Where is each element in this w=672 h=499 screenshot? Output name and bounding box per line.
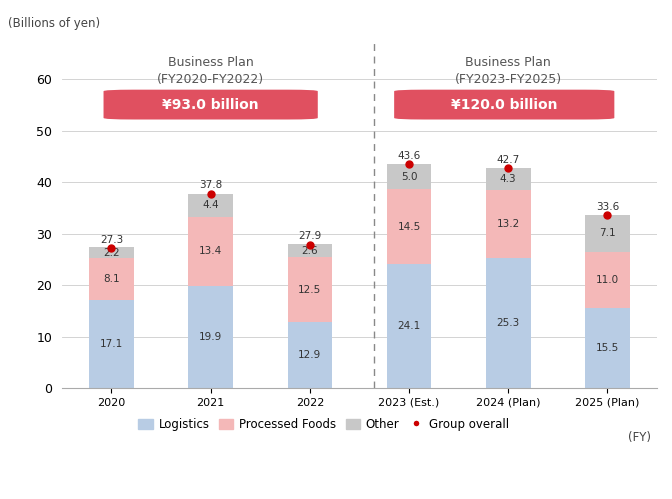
Text: Business Plan
(FY2020-FY2022): Business Plan (FY2020-FY2022) — [157, 56, 264, 86]
Text: 25.3: 25.3 — [497, 318, 520, 328]
Bar — [386, 190, 431, 264]
Bar — [89, 247, 134, 258]
Text: 19.9: 19.9 — [199, 332, 222, 342]
Legend: Logistics, Processed Foods, Other, Group overall: Logistics, Processed Foods, Other, Group… — [134, 413, 514, 436]
Bar — [585, 215, 630, 251]
Text: 33.6: 33.6 — [596, 202, 619, 212]
Text: 27.9: 27.9 — [298, 232, 321, 242]
Bar — [188, 285, 233, 388]
Text: 4.4: 4.4 — [202, 201, 219, 211]
Bar — [89, 300, 134, 388]
FancyBboxPatch shape — [394, 90, 614, 119]
Text: (FY): (FY) — [628, 431, 651, 444]
Text: 15.5: 15.5 — [596, 343, 619, 353]
Text: 24.1: 24.1 — [397, 321, 421, 331]
Text: (Billions of yen): (Billions of yen) — [8, 16, 100, 29]
Text: 13.2: 13.2 — [497, 219, 520, 229]
Bar — [288, 257, 332, 322]
Text: 27.3: 27.3 — [100, 235, 123, 245]
Bar — [486, 168, 530, 190]
Text: Business Plan
(FY2023-FY2025): Business Plan (FY2023-FY2025) — [455, 56, 562, 86]
Text: 11.0: 11.0 — [596, 275, 619, 285]
Text: 5.0: 5.0 — [401, 172, 417, 182]
Bar — [486, 258, 530, 388]
Text: ¥120.0 billion: ¥120.0 billion — [451, 98, 558, 112]
Text: 8.1: 8.1 — [103, 274, 120, 284]
Text: 7.1: 7.1 — [599, 229, 616, 239]
Bar — [288, 322, 332, 388]
Bar — [386, 264, 431, 388]
Text: 4.3: 4.3 — [500, 174, 517, 184]
Text: 42.7: 42.7 — [497, 155, 520, 165]
Bar — [486, 190, 530, 258]
Text: 13.4: 13.4 — [199, 246, 222, 256]
Bar — [386, 164, 431, 190]
Text: 17.1: 17.1 — [100, 339, 123, 349]
Text: ¥93.0 billion: ¥93.0 billion — [163, 98, 259, 112]
Text: 37.8: 37.8 — [199, 181, 222, 191]
Bar — [585, 251, 630, 308]
Text: 12.5: 12.5 — [298, 284, 321, 294]
Text: 43.6: 43.6 — [397, 151, 421, 161]
Text: 14.5: 14.5 — [397, 222, 421, 232]
Bar — [89, 258, 134, 300]
Text: 12.9: 12.9 — [298, 350, 321, 360]
FancyBboxPatch shape — [103, 90, 318, 119]
Bar — [288, 244, 332, 257]
Text: 2.6: 2.6 — [302, 246, 318, 255]
Bar — [188, 194, 233, 217]
Bar — [585, 308, 630, 388]
Bar — [188, 217, 233, 285]
Text: 2.2: 2.2 — [103, 248, 120, 258]
